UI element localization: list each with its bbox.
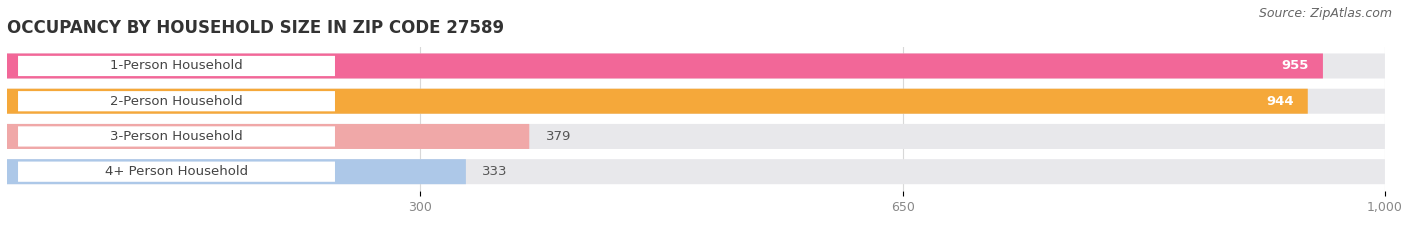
FancyBboxPatch shape xyxy=(7,89,1308,114)
Text: 1-Person Household: 1-Person Household xyxy=(110,59,243,72)
FancyBboxPatch shape xyxy=(7,124,1385,149)
FancyBboxPatch shape xyxy=(18,161,335,182)
FancyBboxPatch shape xyxy=(7,159,465,184)
FancyBboxPatch shape xyxy=(18,56,335,76)
Text: Source: ZipAtlas.com: Source: ZipAtlas.com xyxy=(1258,7,1392,20)
FancyBboxPatch shape xyxy=(18,126,335,147)
FancyBboxPatch shape xyxy=(7,89,1385,114)
Text: OCCUPANCY BY HOUSEHOLD SIZE IN ZIP CODE 27589: OCCUPANCY BY HOUSEHOLD SIZE IN ZIP CODE … xyxy=(7,19,505,37)
Text: 944: 944 xyxy=(1267,95,1294,108)
Text: 4+ Person Household: 4+ Person Household xyxy=(105,165,247,178)
FancyBboxPatch shape xyxy=(7,159,1385,184)
FancyBboxPatch shape xyxy=(7,53,1323,79)
FancyBboxPatch shape xyxy=(18,91,335,111)
FancyBboxPatch shape xyxy=(7,53,1385,79)
Text: 2-Person Household: 2-Person Household xyxy=(110,95,243,108)
FancyBboxPatch shape xyxy=(7,124,529,149)
Text: 3-Person Household: 3-Person Household xyxy=(110,130,243,143)
Text: 333: 333 xyxy=(482,165,508,178)
Text: 955: 955 xyxy=(1282,59,1309,72)
Text: 379: 379 xyxy=(546,130,571,143)
